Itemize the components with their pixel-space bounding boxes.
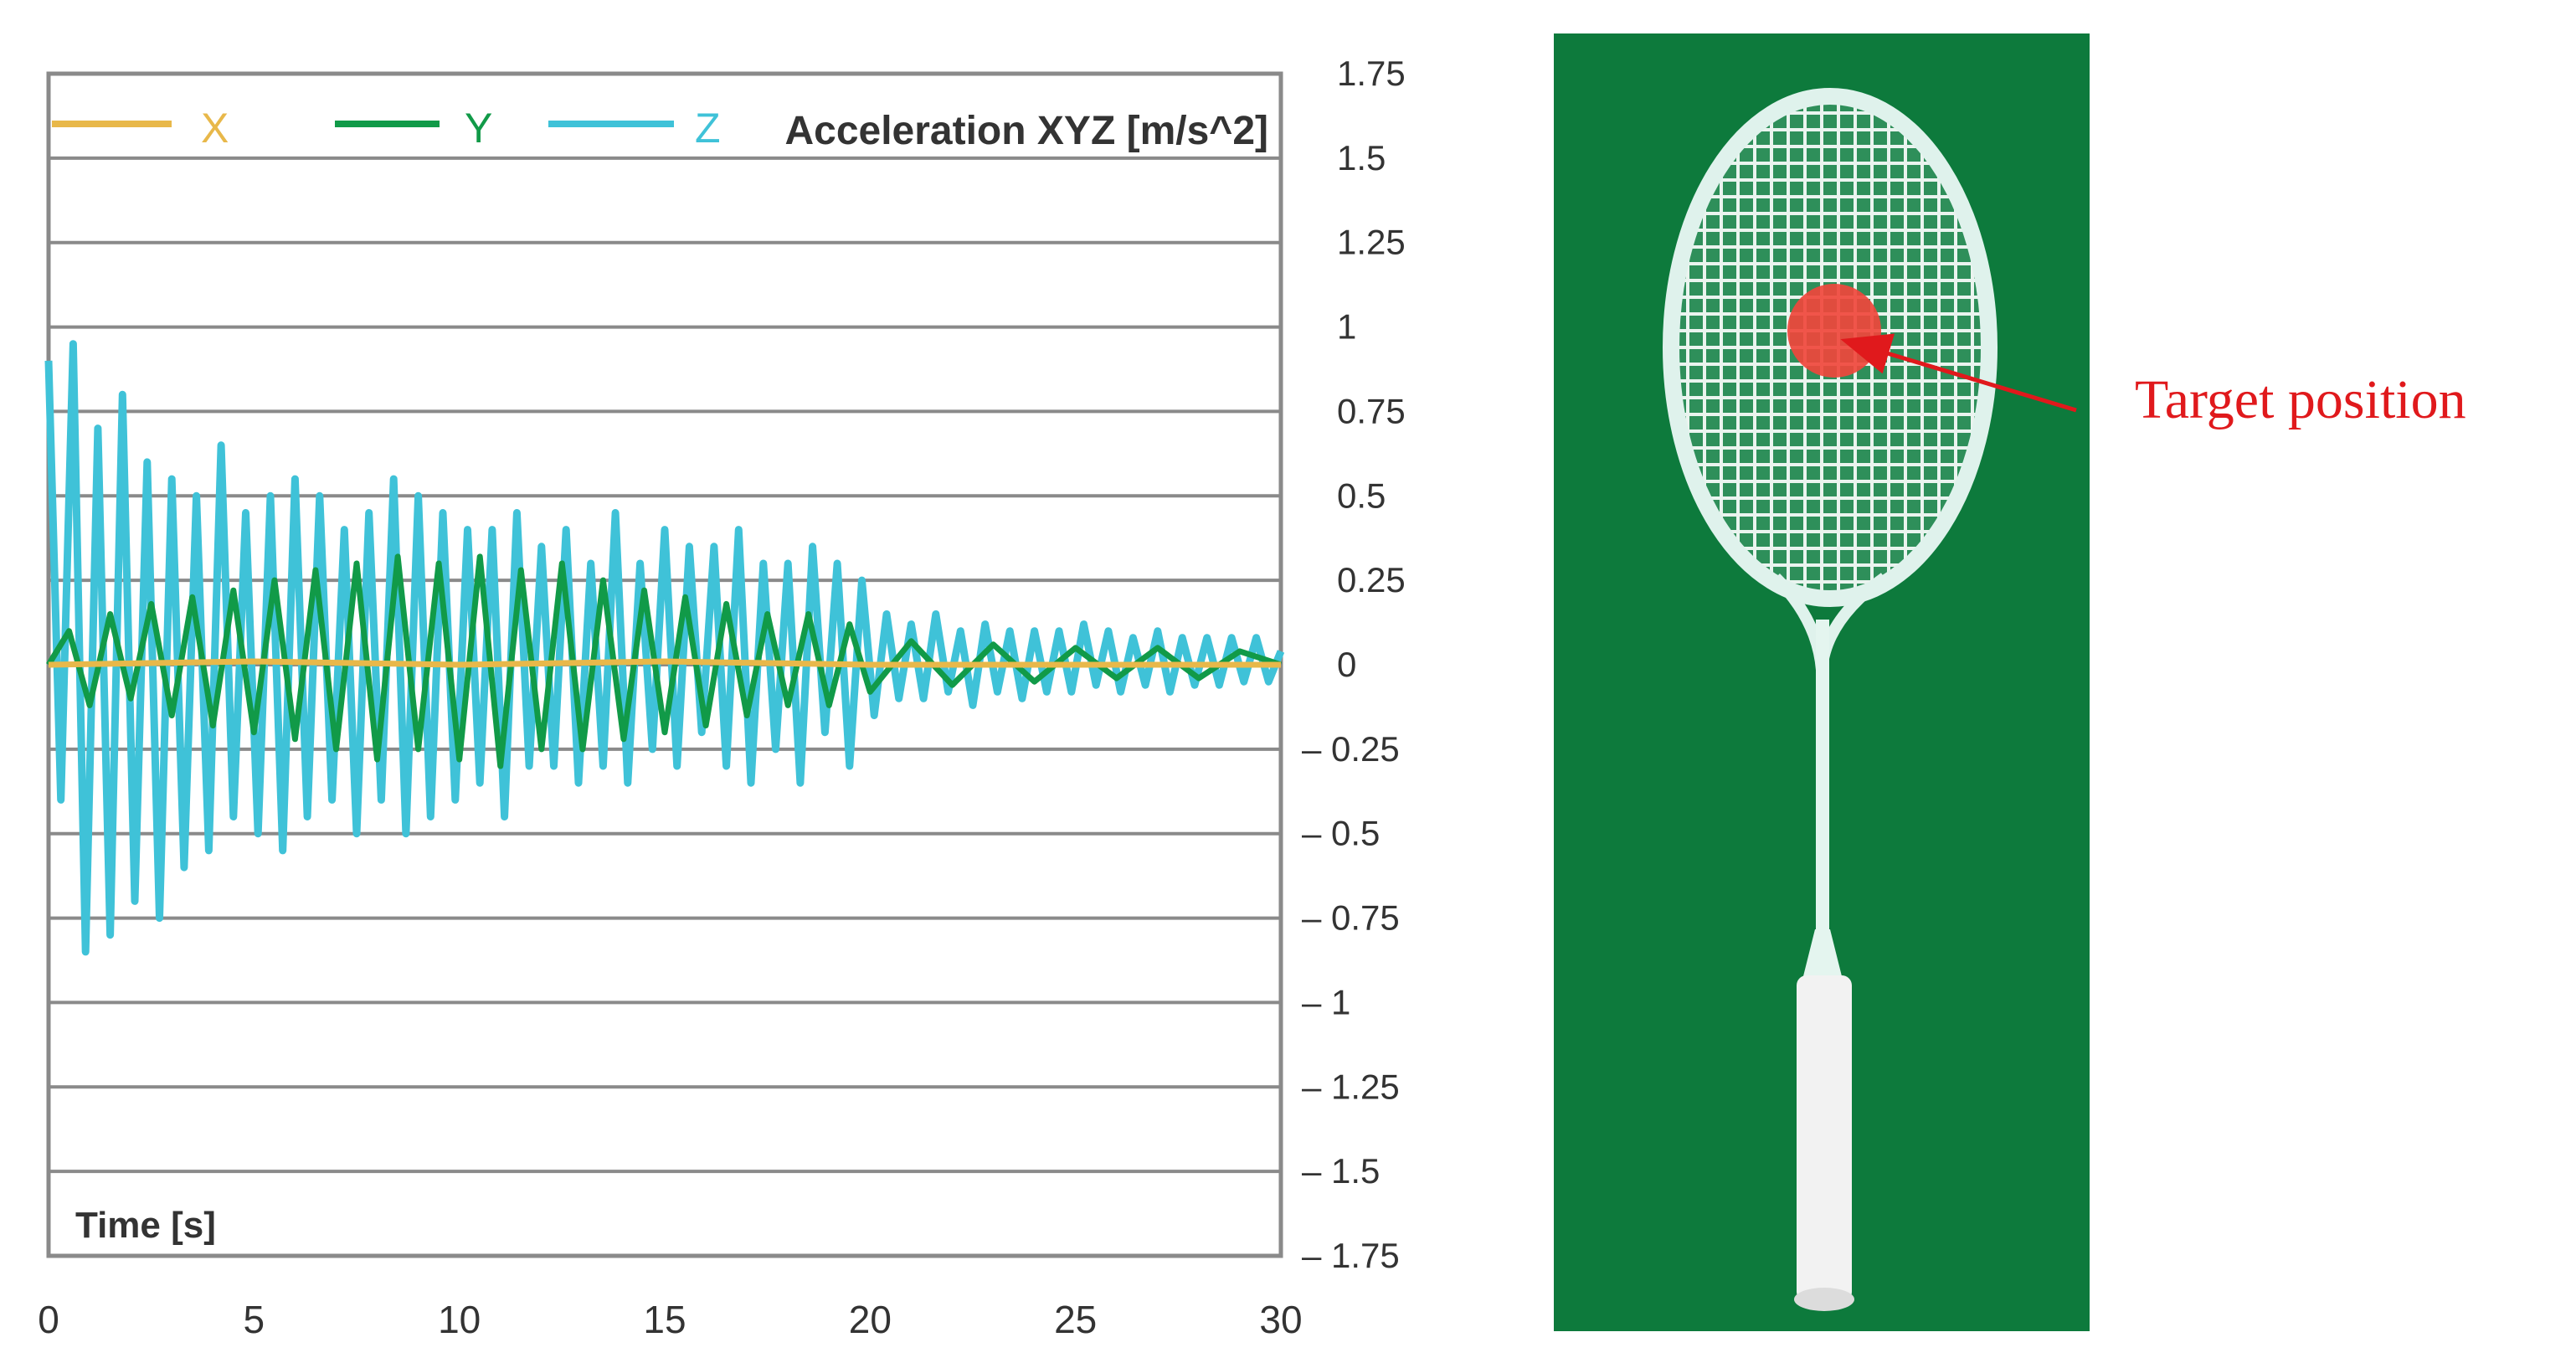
chart-title: Acceleration XYZ [m/s^2] [784, 109, 1268, 153]
y-axis-ticks: 1.75 1.5 1.25 1 0.75 0.5 0.25 0 – 0.25 – 0.5 – 0.7… [1302, 54, 1406, 1275]
y-tick-label: – 0.5 [1302, 814, 1380, 853]
y-tick-label: – 1.5 [1302, 1151, 1380, 1191]
y-tick-label: 0 [1337, 645, 1356, 684]
target-position-label: Target position [2135, 369, 2466, 430]
y-tick-label: 0.75 [1337, 391, 1406, 430]
y-tick-label: – 1.25 [1302, 1067, 1400, 1106]
target-position-marker [1787, 284, 1881, 378]
y-tick-label: 1.75 [1337, 54, 1406, 93]
x-tick-label: 25 [1054, 1298, 1097, 1341]
racket-shaft [1816, 620, 1829, 938]
y-tick-label: 1 [1337, 307, 1356, 347]
x-tick-label: 0 [38, 1298, 59, 1341]
x-tick-label: 5 [244, 1298, 265, 1341]
series-lines [44, 340, 1285, 956]
y-tick-label: – 0.75 [1302, 898, 1400, 938]
series-line-y [46, 553, 1283, 769]
racket-grip [1797, 975, 1852, 1302]
x-axis-ticks: 0 5 10 15 20 25 30 [38, 1298, 1302, 1341]
y-tick-label: 1.25 [1337, 223, 1406, 262]
y-tick-label: 0.25 [1337, 560, 1406, 599]
legend-label-z: Z [695, 105, 721, 152]
y-tick-label: – 1 [1302, 982, 1350, 1021]
x-tick-label: 10 [438, 1298, 481, 1341]
x-tick-label: 15 [643, 1298, 686, 1341]
racket-handle-taper [1802, 929, 1843, 980]
y-tick-label: 1.5 [1337, 138, 1386, 177]
x-axis-label: Time [s] [75, 1205, 216, 1246]
legend-label-y: Y [465, 105, 492, 152]
racket-photo [1554, 33, 2090, 1331]
y-tick-label: 0.5 [1337, 476, 1386, 515]
legend-label-x: X [201, 105, 229, 152]
series-line-x [48, 658, 1281, 668]
y-tick-label: – 0.25 [1302, 729, 1400, 769]
racket-butt-cap [1794, 1288, 1854, 1311]
acceleration-chart: X Y Z Acceleration XYZ [m/s^2] Time [s] … [38, 54, 1406, 1341]
x-tick-label: 30 [1259, 1298, 1302, 1341]
legend: X Y Z [52, 105, 721, 152]
y-tick-label: – 1.75 [1302, 1236, 1400, 1275]
x-tick-label: 20 [849, 1298, 892, 1341]
